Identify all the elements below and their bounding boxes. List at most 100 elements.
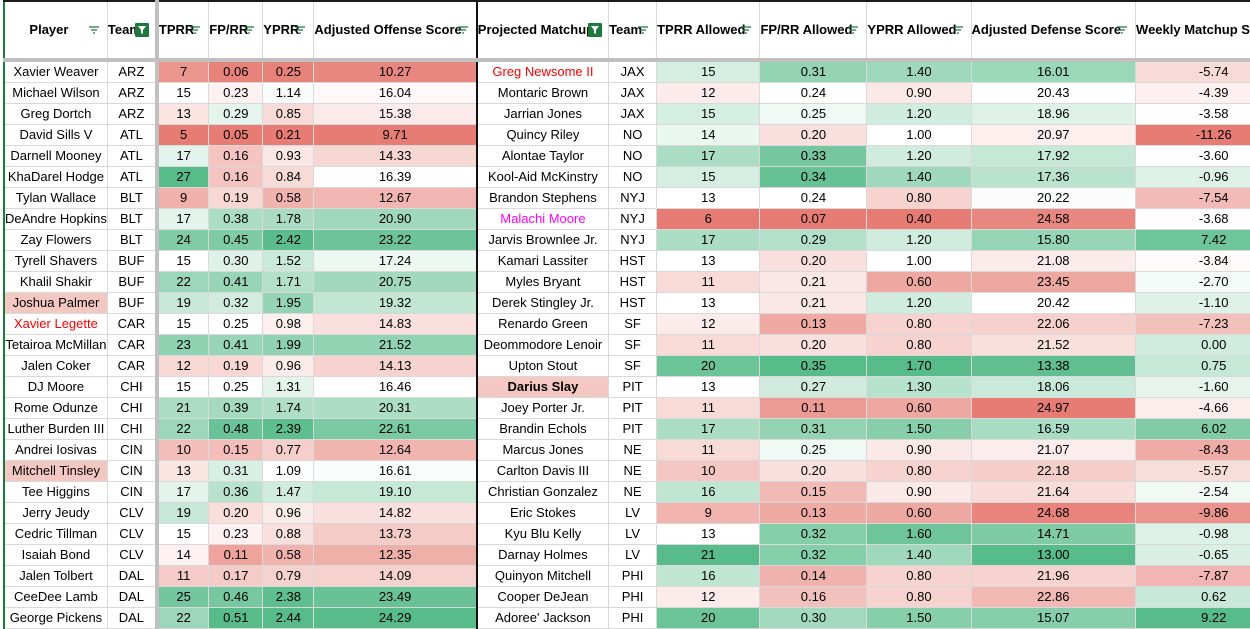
cell-ads[interactable]: 20.97 [970, 124, 1137, 146]
cell-wms[interactable]: -5.57 [1135, 460, 1250, 482]
cell-yprra[interactable]: 0.80 [866, 313, 972, 335]
cell-fprr[interactable]: 0.51 [208, 607, 264, 629]
cell-team[interactable]: CHI [106, 418, 158, 440]
cell-wms[interactable]: -11.26 [1135, 124, 1250, 146]
cell-mteam[interactable]: HST [608, 250, 658, 272]
cell-yprra[interactable]: 0.90 [866, 481, 972, 503]
cell-team[interactable]: CLV [106, 544, 158, 566]
cell-fprra[interactable]: 0.25 [759, 439, 868, 461]
cell-yprra[interactable]: 0.90 [866, 439, 972, 461]
cell-ads[interactable]: 15.07 [970, 607, 1137, 629]
cell-fprra[interactable]: 0.21 [759, 271, 868, 293]
cell-team[interactable]: BLT [106, 208, 158, 230]
cell-yprra[interactable]: 0.60 [866, 502, 972, 524]
cell-ads[interactable]: 21.07 [970, 439, 1137, 461]
cell-ads[interactable]: 24.58 [970, 208, 1137, 230]
cell-mteam[interactable]: JAX [608, 59, 658, 83]
active-filter-icon[interactable] [588, 23, 603, 37]
cell-team[interactable]: BUF [106, 271, 158, 293]
cell-fprra[interactable]: 0.24 [759, 187, 868, 209]
cell-aos[interactable]: 14.83 [313, 313, 478, 335]
cell-tprr[interactable]: 17 [154, 145, 210, 167]
cell-tprra[interactable]: 13 [656, 523, 761, 545]
filter-icon[interactable] [1115, 23, 1129, 37]
cell-yprra[interactable]: 1.50 [866, 418, 972, 440]
cell-mteam[interactable]: PIT [608, 376, 658, 398]
cell-aos[interactable]: 14.33 [313, 145, 478, 167]
cell-fprr[interactable]: 0.31 [208, 460, 264, 482]
cell-ads[interactable]: 15.80 [970, 229, 1137, 251]
cell-tprr[interactable]: 23 [154, 334, 210, 356]
cell-yprra[interactable]: 1.50 [866, 607, 972, 629]
cell-yprr[interactable]: 1.31 [262, 376, 315, 398]
cell-mteam[interactable]: PIT [608, 418, 658, 440]
cell-fprra[interactable]: 0.31 [759, 59, 868, 83]
cell-ads[interactable]: 20.42 [970, 292, 1137, 314]
column-header-fp-rr-allowed[interactable]: FP/RR Allowed [759, 0, 868, 61]
cell-tprra[interactable]: 13 [656, 187, 761, 209]
cell-ads[interactable]: 21.08 [970, 250, 1137, 272]
cell-ads[interactable]: 14.71 [970, 523, 1137, 545]
cell-ads[interactable]: 20.22 [970, 187, 1137, 209]
cell-wms[interactable]: -7.23 [1135, 313, 1250, 335]
cell-ads[interactable]: 13.38 [970, 355, 1137, 377]
cell-aos[interactable]: 15.38 [313, 103, 478, 125]
cell-team[interactable]: BLT [106, 229, 158, 251]
cell-team[interactable]: ARZ [106, 82, 158, 104]
cell-fprr[interactable]: 0.19 [208, 187, 264, 209]
cell-tprr[interactable]: 7 [154, 59, 210, 83]
cell-matchup[interactable]: Greg Newsome II [475, 59, 610, 83]
cell-fprra[interactable]: 0.32 [759, 544, 868, 566]
cell-player[interactable]: George Pickens [2, 607, 108, 629]
cell-mteam[interactable]: SF [608, 313, 658, 335]
cell-matchup[interactable]: Deommodore Lenoir [475, 334, 610, 356]
cell-team[interactable]: ATL [106, 166, 158, 188]
column-header-team[interactable]: Team [106, 0, 158, 61]
cell-mteam[interactable]: PIT [608, 397, 658, 419]
cell-player[interactable]: Jalen Coker [2, 355, 108, 377]
cell-player[interactable]: Greg Dortch [2, 103, 108, 125]
cell-fprra[interactable]: 0.24 [759, 82, 868, 104]
cell-yprr[interactable]: 0.88 [262, 523, 315, 545]
cell-fprr[interactable]: 0.16 [208, 145, 264, 167]
cell-yprr[interactable]: 0.84 [262, 166, 315, 188]
cell-fprr[interactable]: 0.23 [208, 82, 264, 104]
cell-yprra[interactable]: 1.60 [866, 523, 972, 545]
cell-matchup[interactable]: Quinyon Mitchell [475, 565, 610, 587]
filter-icon[interactable] [456, 23, 470, 37]
cell-fprra[interactable]: 0.33 [759, 145, 868, 167]
cell-mteam[interactable]: PHI [608, 607, 658, 629]
cell-player[interactable]: Rome Odunze [2, 397, 108, 419]
cell-yprr[interactable]: 0.93 [262, 145, 315, 167]
cell-wms[interactable]: -2.70 [1135, 271, 1250, 293]
cell-tprra[interactable]: 11 [656, 397, 761, 419]
cell-yprra[interactable]: 1.00 [866, 250, 972, 272]
filter-icon[interactable] [636, 23, 650, 37]
cell-wms[interactable]: -5.74 [1135, 59, 1250, 83]
cell-tprr[interactable]: 14 [154, 544, 210, 566]
cell-tprra[interactable]: 16 [656, 565, 761, 587]
cell-player[interactable]: Tylan Wallace [2, 187, 108, 209]
cell-tprr[interactable]: 15 [154, 376, 210, 398]
cell-team[interactable]: BUF [106, 292, 158, 314]
active-filter-icon[interactable] [134, 23, 149, 37]
cell-fprra[interactable]: 0.11 [759, 397, 868, 419]
cell-team[interactable]: ATL [106, 124, 158, 146]
cell-fprra[interactable]: 0.32 [759, 523, 868, 545]
cell-tprr[interactable]: 19 [154, 502, 210, 524]
cell-matchup[interactable]: Malachi Moore [475, 208, 610, 230]
cell-tprr[interactable]: 15 [154, 82, 210, 104]
cell-tprr[interactable]: 21 [154, 397, 210, 419]
cell-matchup[interactable]: Marcus Jones [475, 439, 610, 461]
cell-fprr[interactable]: 0.16 [208, 166, 264, 188]
cell-mteam[interactable]: LV [608, 544, 658, 566]
cell-mteam[interactable]: JAX [608, 82, 658, 104]
cell-wms[interactable]: -3.84 [1135, 250, 1250, 272]
column-header-adjusted-defense-score[interactable]: Adjusted Defense Score [970, 0, 1137, 61]
cell-player[interactable]: Mitchell Tinsley [2, 460, 108, 482]
cell-yprr[interactable]: 1.74 [262, 397, 315, 419]
cell-mteam[interactable]: NO [608, 166, 658, 188]
cell-wms[interactable]: -0.65 [1135, 544, 1250, 566]
cell-aos[interactable]: 14.13 [313, 355, 478, 377]
cell-matchup[interactable]: Brandin Echols [475, 418, 610, 440]
